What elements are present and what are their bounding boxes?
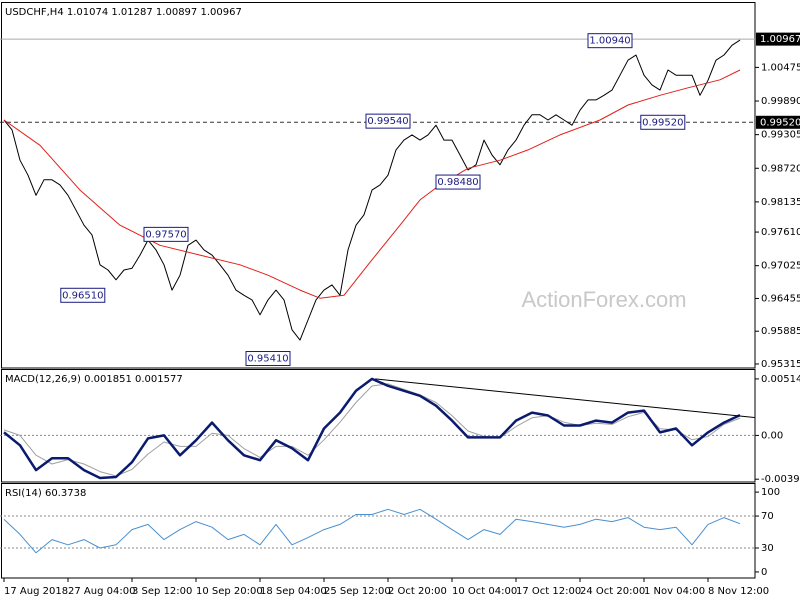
annotation-box <box>245 351 291 367</box>
y-tick-label: 30 <box>761 543 774 554</box>
annotation-box <box>587 33 633 49</box>
y-tick-label: 0.98720 <box>761 163 800 174</box>
y-tick-label: 0.97025 <box>761 261 800 272</box>
annotation-label: 0.99520 <box>642 117 683 128</box>
x-tick-label: 18 Sep 04:00 <box>260 586 327 597</box>
series-line <box>3 508 741 554</box>
x-tick-label: 2 Oct 20:00 <box>388 586 447 597</box>
series-line <box>3 377 741 480</box>
series-line <box>3 39 741 341</box>
annotation-box <box>365 113 411 129</box>
panel-frame <box>1 2 756 369</box>
annotation-label: 0.99540 <box>367 116 408 127</box>
annotation-box <box>60 287 106 303</box>
x-tick-label: 10 Sep 20:00 <box>196 586 263 597</box>
price-label-box <box>756 32 800 46</box>
annotation-label: 0.95410 <box>247 354 288 365</box>
price-label: 0.99520 <box>760 117 800 128</box>
y-tick-label: 1.00475 <box>761 62 800 73</box>
x-tick-label: 8 Nov 12:00 <box>708 586 769 597</box>
annotation-box <box>435 174 481 190</box>
y-tick-label: -0.003989 <box>761 474 800 485</box>
y-tick-label: 0.99305 <box>761 130 800 141</box>
y-tick-label: 0.95885 <box>761 326 800 337</box>
series-line <box>3 69 741 299</box>
annotation-box <box>640 114 686 130</box>
trend-line <box>375 378 755 418</box>
panel-frame <box>1 483 756 579</box>
panel-title: MACD(12,26,9) 0.001851 0.001577 <box>5 374 183 385</box>
y-tick-label: 0.96455 <box>761 293 800 304</box>
x-tick-label: 1 Nov 04:00 <box>644 586 705 597</box>
panel-frame <box>1 369 756 483</box>
x-tick-label: 24 Oct 20:00 <box>580 586 645 597</box>
annotation-box <box>143 226 189 242</box>
y-tick-label: 100 <box>761 487 780 498</box>
x-tick-label: 27 Aug 04:00 <box>68 586 135 597</box>
annotation-label: 0.97570 <box>145 229 186 240</box>
y-tick-label: 70 <box>761 511 774 522</box>
y-tick-label: 0.99890 <box>761 96 800 107</box>
y-tick-label: 0 <box>761 567 767 578</box>
x-tick-label: 25 Sep 12:00 <box>324 586 391 597</box>
x-tick-label: 17 Aug 2018 <box>4 586 68 597</box>
y-tick-label: 0.95315 <box>761 359 800 370</box>
y-tick-label: 0.97610 <box>761 227 800 238</box>
x-tick-label: 17 Oct 12:00 <box>516 586 581 597</box>
y-tick-label: 0.98135 <box>761 197 800 208</box>
annotation-label: 0.96510 <box>62 290 103 301</box>
series-line <box>3 383 741 477</box>
x-tick-label: 10 Oct 04:00 <box>452 586 517 597</box>
x-tick-label: 3 Sep 12:00 <box>132 586 192 597</box>
watermark: ActionForex.com <box>521 287 686 312</box>
panel-title: RSI(14) 60.3738 <box>5 488 86 499</box>
y-tick-label: 0.00 <box>761 430 783 441</box>
annotation-label: 0.98480 <box>437 177 478 188</box>
panel-title: USDCHF,H4 1.01074 1.01287 1.00897 1.0096… <box>5 7 242 18</box>
annotation-label: 1.00940 <box>589 36 630 47</box>
price-label: 1.00967 <box>760 34 800 45</box>
y-tick-label: 0.005145 <box>761 374 800 385</box>
price-label-box <box>756 115 800 129</box>
